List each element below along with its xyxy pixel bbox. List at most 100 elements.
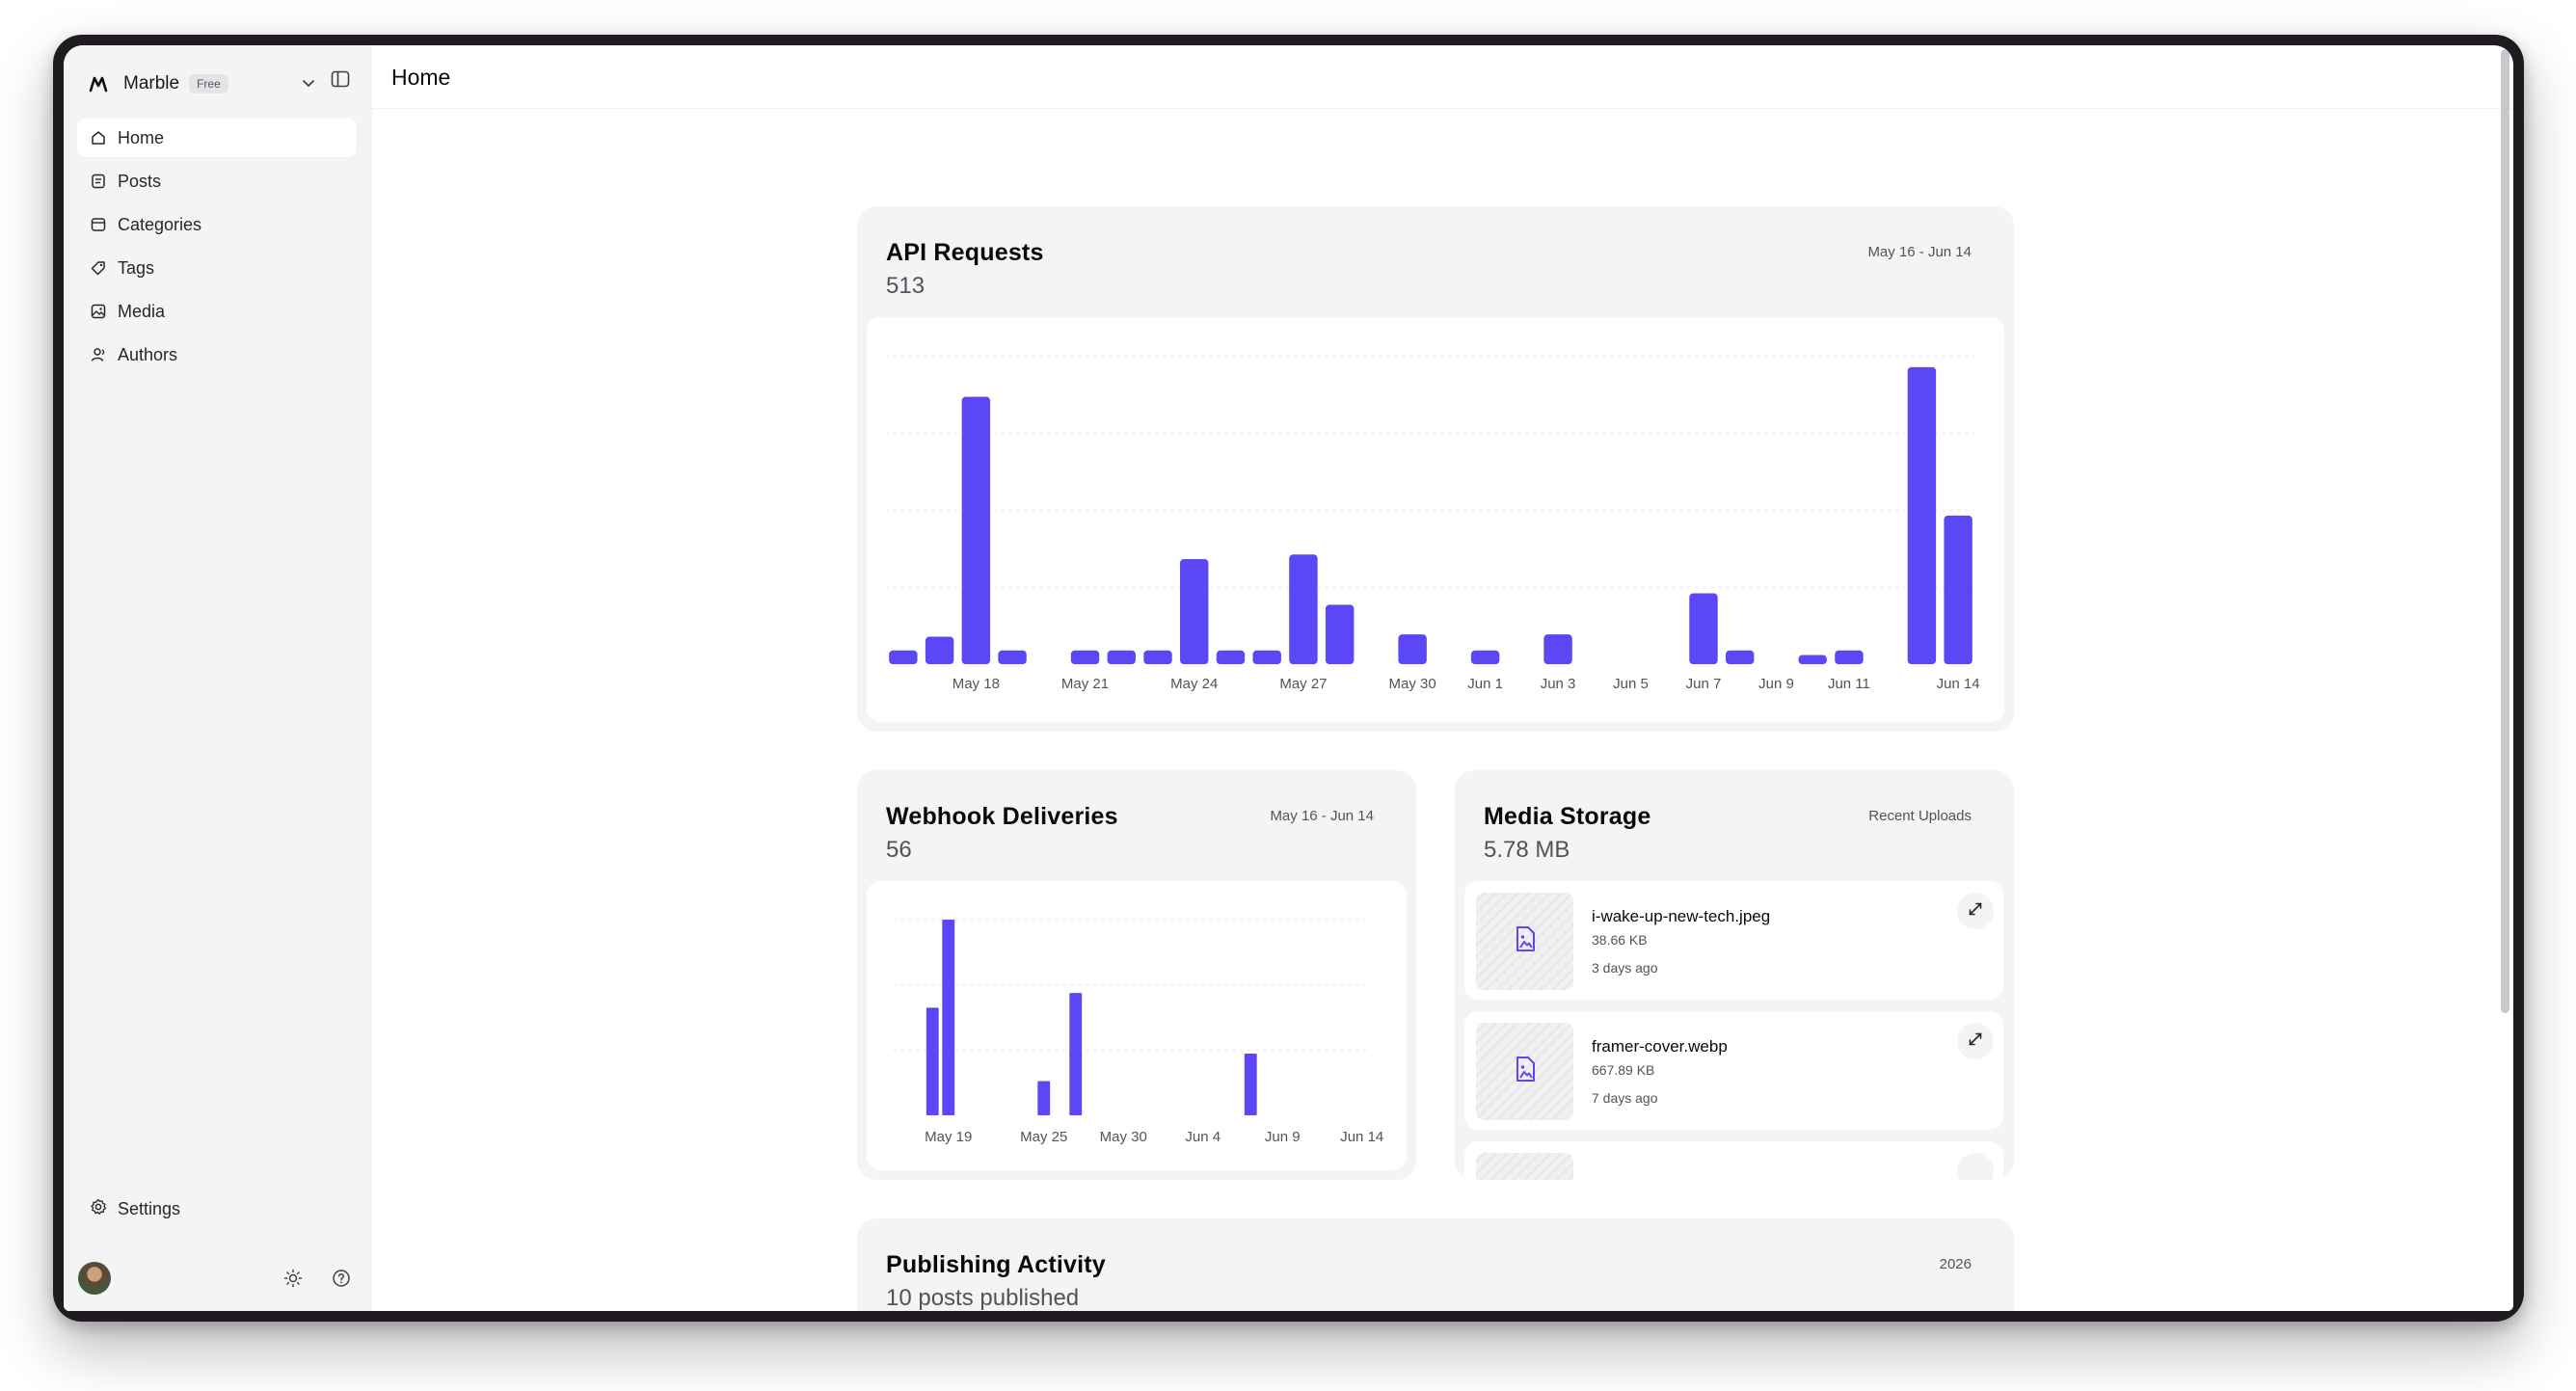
- sidebar-item-authors[interactable]: Authors: [77, 335, 357, 374]
- x-tick-label: Jun 9: [1265, 1129, 1301, 1145]
- page-title: Home: [391, 65, 451, 90]
- chart-bar[interactable]: [1689, 593, 1718, 664]
- chevron-down-icon[interactable]: [299, 73, 318, 97]
- expand-icon: [1968, 901, 1983, 922]
- chart-bar[interactable]: [1252, 650, 1281, 664]
- x-tick-label: Jun 4: [1185, 1129, 1221, 1145]
- webhook-chart: May 19 May 25 May 30 Jun 4 Jun 9 Jun 14: [867, 881, 1407, 1170]
- card-title: API Requests: [886, 239, 1044, 266]
- sidebar-item-label: Media: [118, 301, 166, 321]
- page-header: Home: [372, 45, 2513, 109]
- chart-bar[interactable]: [1107, 650, 1136, 664]
- sidebar-item-label: Categories: [118, 214, 202, 234]
- marble-logo-icon: [87, 71, 112, 96]
- chart-bar[interactable]: [1798, 655, 1827, 664]
- card-title: Publishing Activity: [886, 1251, 1106, 1278]
- x-tick-label: Jun 1: [1467, 676, 1503, 692]
- chart-bar[interactable]: [1398, 634, 1427, 664]
- bar-chart: May 19 May 25 May 30 Jun 4 Jun 9 Jun 14: [893, 919, 1383, 1145]
- media-thumbnail: [1476, 1023, 1573, 1120]
- file-size: 667.89 KB: [1592, 1062, 1655, 1078]
- chart-bar[interactable]: [1143, 650, 1172, 664]
- chart-bar[interactable]: [1244, 1054, 1257, 1115]
- date-range: May 16 - Jun 14: [1270, 808, 1374, 824]
- sidebar-item-categories[interactable]: Categories: [77, 205, 357, 244]
- expand-button[interactable]: [1957, 1153, 1994, 1180]
- x-tick-label: Jun 5: [1613, 676, 1649, 692]
- home-icon: [89, 128, 108, 147]
- sidebar-item-home[interactable]: Home: [77, 119, 357, 157]
- x-tick-label: Jun 11: [1828, 676, 1870, 692]
- x-tick-label: May 19: [925, 1129, 972, 1145]
- media-item[interactable]: i-wake-up-new-tech.jpeg 38.66 KB 3 days …: [1464, 881, 2003, 1000]
- sidebar-item-tags[interactable]: Tags: [77, 249, 357, 287]
- image-file-icon: [1512, 924, 1539, 958]
- file-name: framer-cover.webp: [1592, 1037, 1728, 1056]
- card-value: 56: [886, 837, 912, 863]
- chart-bar[interactable]: [998, 650, 1027, 664]
- avatar[interactable]: [78, 1262, 111, 1295]
- media-thumbnail: [1476, 1153, 1573, 1180]
- x-tick-label: Jun 9: [1758, 676, 1794, 692]
- workspace-name: Marble: [123, 73, 180, 94]
- chart-bar[interactable]: [1070, 650, 1100, 664]
- sidebar-item-posts[interactable]: Posts: [77, 162, 357, 201]
- bar-chart: May 18 May 21 May 24 May 27 May 30 Jun 1 Jun 3…: [885, 355, 1980, 692]
- chart-bar[interactable]: [925, 636, 954, 664]
- sidebar-item-label: Home: [118, 127, 165, 147]
- chart-bar[interactable]: [1470, 650, 1500, 664]
- expand-button[interactable]: [1957, 893, 1994, 929]
- chart-bar[interactable]: [1907, 366, 1937, 664]
- x-tick-label: Jun 14: [1340, 1129, 1383, 1145]
- sidebar-toggle-icon[interactable]: [330, 68, 351, 94]
- upload-time: 3 days ago: [1592, 960, 1658, 976]
- x-tick-label: May 30: [1389, 676, 1436, 692]
- card-title: Media Storage: [1484, 803, 1651, 830]
- settings-link[interactable]: Settings: [89, 1197, 180, 1221]
- upload-time: 7 days ago: [1592, 1090, 1658, 1106]
- sun-icon[interactable]: [282, 1268, 304, 1294]
- posts-icon: [89, 172, 108, 191]
- sidebar-item-label: Posts: [118, 171, 162, 191]
- media-item-partial[interactable]: [1464, 1141, 2003, 1180]
- x-tick-label: Jun 7: [1686, 676, 1722, 692]
- help-icon[interactable]: [331, 1268, 352, 1294]
- scrollbar[interactable]: [2501, 49, 2509, 1013]
- chart-bar[interactable]: [926, 1007, 939, 1115]
- chart-bar[interactable]: [1069, 993, 1083, 1115]
- image-icon: [89, 302, 108, 321]
- chart-bar[interactable]: [1726, 650, 1755, 664]
- x-tick-label: May 25: [1020, 1129, 1067, 1145]
- chart-bar[interactable]: [1543, 634, 1572, 664]
- chart-bar[interactable]: [942, 920, 955, 1115]
- media-thumbnail: [1476, 893, 1573, 990]
- media-storage-card: Media Storage 5.78 MB Recent Uploads i-w…: [1455, 770, 2014, 1180]
- x-tick-label: Jun 3: [1541, 676, 1576, 692]
- chart-bar[interactable]: [961, 396, 991, 664]
- x-tick-label: May 21: [1061, 676, 1109, 692]
- sidebar-item-media[interactable]: Media: [77, 292, 357, 331]
- chart-bar[interactable]: [1835, 650, 1864, 664]
- webhook-deliveries-card: Webhook Deliveries 56 May 16 - Jun 14 Ma…: [857, 770, 1416, 1180]
- year-label: 2026: [1939, 1256, 1972, 1272]
- media-item[interactable]: framer-cover.webp 667.89 KB 7 days ago: [1464, 1011, 2003, 1130]
- card-value: 10 posts published: [886, 1285, 1080, 1311]
- chart-bar[interactable]: [889, 650, 918, 664]
- recent-uploads-link[interactable]: Recent Uploads: [1868, 808, 1972, 824]
- chart-bar[interactable]: [1289, 554, 1318, 664]
- expand-icon: [1968, 1031, 1983, 1052]
- tag-icon: [89, 258, 108, 278]
- chart-bar[interactable]: [1037, 1081, 1051, 1115]
- chart-bar[interactable]: [1944, 515, 1972, 664]
- card-title: Webhook Deliveries: [886, 803, 1118, 830]
- api-requests-chart: May 18 May 21 May 24 May 27 May 30 Jun 1 Jun 3…: [867, 317, 2004, 722]
- chart-bar[interactable]: [1216, 650, 1246, 664]
- chart-bar[interactable]: [1180, 558, 1209, 664]
- file-name: i-wake-up-new-tech.jpeg: [1592, 907, 1771, 925]
- workspace-switcher[interactable]: Marble Free: [87, 65, 357, 103]
- chart-bar[interactable]: [1325, 604, 1355, 664]
- expand-button[interactable]: [1957, 1023, 1994, 1059]
- x-tick-label: May 24: [1170, 676, 1218, 692]
- settings-label: Settings: [118, 1199, 181, 1218]
- publishing-activity-card: Publishing Activity 10 posts published 2…: [857, 1218, 2014, 1311]
